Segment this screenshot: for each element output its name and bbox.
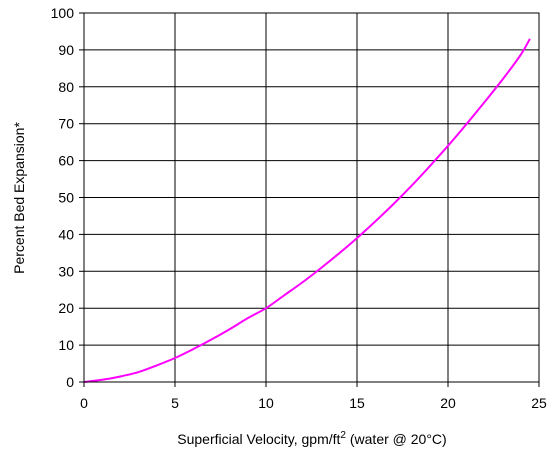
series-line-0: [83, 38, 531, 383]
x-tick-label: 20: [440, 395, 456, 411]
x-tick-label: 5: [171, 395, 179, 411]
series-layer: [83, 38, 531, 383]
y-tick-label: 90: [58, 42, 74, 58]
y-tick-label: 60: [58, 153, 74, 169]
y-tick-label: 20: [58, 300, 74, 316]
x-tick-label: 25: [531, 395, 547, 411]
x-tick-label: 10: [258, 395, 274, 411]
y-tick-label: 70: [58, 116, 74, 132]
x-axis-title: Superficial Velocity, gpm/ft2 (water @ 2…: [177, 430, 446, 447]
y-tick-label: 40: [58, 226, 74, 242]
y-tick-label: 10: [58, 337, 74, 353]
x-axis-title-main: Superficial Velocity, gpm/ft: [177, 431, 340, 447]
x-tick-label: 0: [80, 395, 88, 411]
x-axis-title-sup: 2: [340, 430, 346, 441]
y-tick-label: 0: [66, 374, 74, 390]
y-tick-labels: 0 10 20 30 40 50 60 70 80 90 100: [51, 5, 84, 390]
y-tick-label: 50: [58, 190, 74, 206]
y-tick-label: 80: [58, 79, 74, 95]
y-axis-title: Percent Bed Expansion*: [11, 122, 27, 274]
plot-border: [83, 12, 540, 383]
y-tick-label: 100: [51, 5, 75, 21]
x-tick-label: 15: [349, 395, 365, 411]
x-axis-title-tail: (water @ 20°C): [346, 431, 447, 447]
y-tick-label: 30: [58, 263, 74, 279]
x-tick-labels: 0 5 10 15 20 25: [80, 382, 547, 411]
